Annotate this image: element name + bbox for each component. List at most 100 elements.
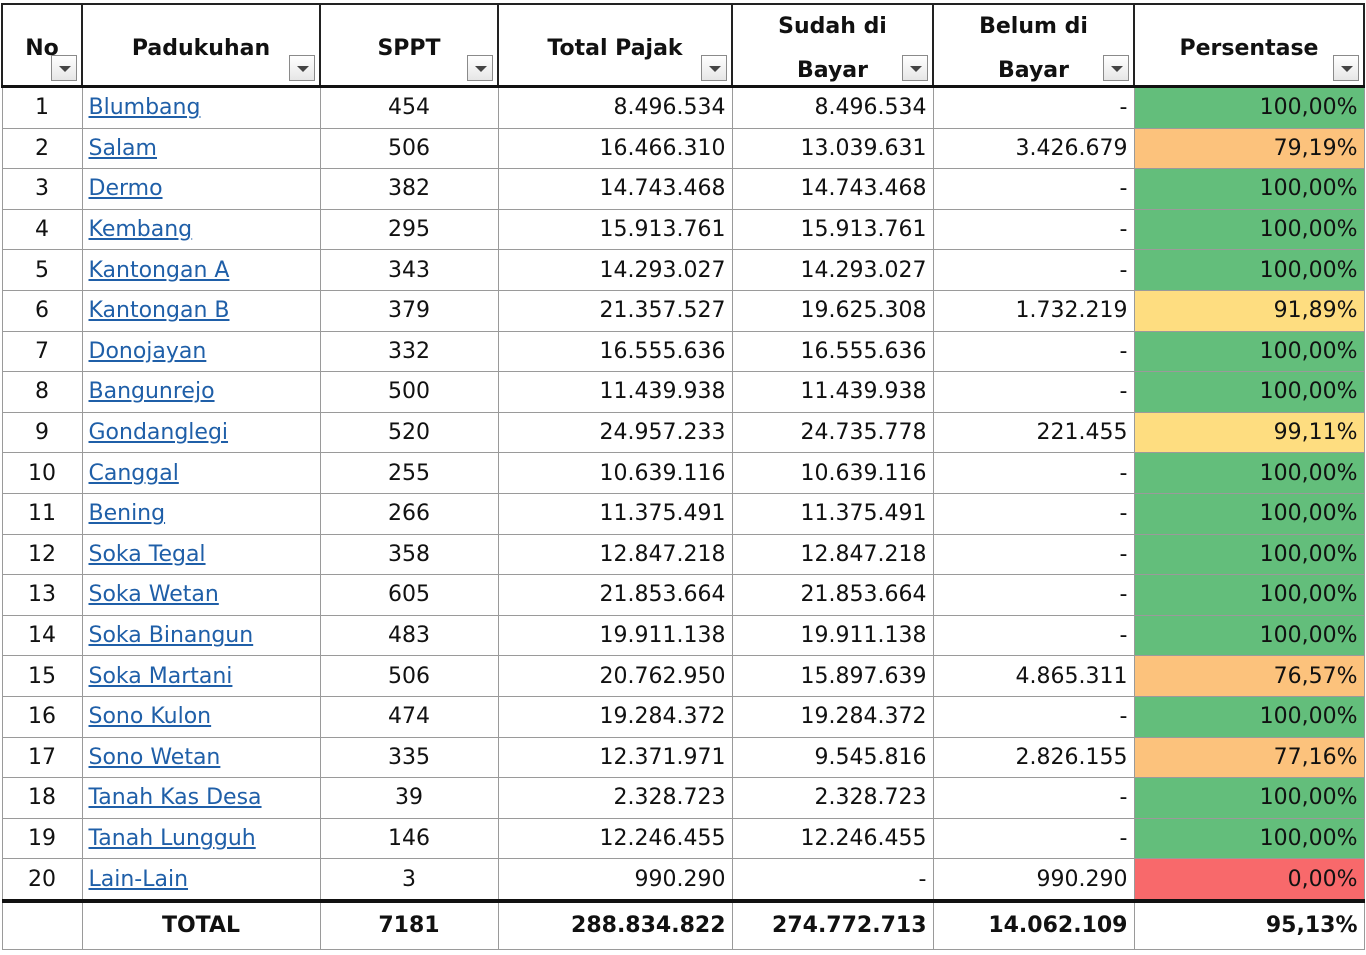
total-pajak-cell: 12.847.218 — [497, 533, 733, 576]
header-sudah-label-1: Sudah di — [778, 14, 887, 39]
row-no: 4 — [1, 208, 83, 251]
padukuhan-link[interactable]: Donojayan — [88, 338, 207, 364]
padukuhan-link[interactable]: Sono Wetan — [88, 744, 221, 770]
total-pajak-cell: 14.293.027 — [497, 249, 733, 291]
table-row: 1 Blumbang 454 8.496.534 8.496.534-100,00% — [1, 86, 1365, 129]
padukuhan-link[interactable]: Soka Binangun — [88, 623, 254, 649]
sudah-bayar-cell: 14.293.027 — [731, 249, 934, 291]
padukuhan-link[interactable]: Kantongan A — [88, 257, 230, 283]
persentase-cell: 100,00% — [1133, 614, 1365, 657]
padukuhan-link[interactable]: Kembang — [88, 217, 193, 243]
padukuhan-link[interactable]: Blumbang — [88, 95, 201, 121]
padukuhan-cell: Donojayan — [81, 330, 321, 373]
persentase-cell: 100,00% — [1133, 574, 1365, 616]
filter-dropdown-icon[interactable] — [1333, 55, 1359, 81]
padukuhan-link[interactable]: Lain-Lain — [88, 866, 189, 892]
row-no: 11 — [1, 492, 83, 535]
padukuhan-link[interactable]: Kantongan B — [88, 298, 230, 324]
persentase-cell: 100,00% — [1133, 452, 1365, 494]
belum-bayar-cell: - — [932, 168, 1135, 210]
total-pajak-cell: 19.911.138 — [497, 614, 733, 657]
row-no: 14 — [1, 614, 83, 657]
persentase-cell: 100,00% — [1133, 86, 1365, 129]
padukuhan-cell: Gondanglegi — [81, 411, 321, 454]
padukuhan-link[interactable]: Gondanglegi — [88, 420, 229, 446]
belum-bayar-cell: - — [932, 614, 1135, 657]
filter-dropdown-icon[interactable] — [51, 55, 77, 81]
header-belum-label-1: Belum di — [979, 14, 1088, 39]
padukuhan-cell: Bangunrejo — [81, 371, 321, 413]
total-pajak-cell: 24.957.233 — [497, 411, 733, 454]
persentase-cell: 100,00% — [1133, 695, 1365, 738]
header-sudah-label-2: Bayar — [797, 58, 868, 83]
total-label: TOTAL — [81, 898, 321, 950]
sppt-cell: 3 — [319, 858, 499, 902]
padukuhan-cell: Sono Wetan — [81, 736, 321, 779]
row-no: 13 — [1, 574, 83, 616]
total-pajak-cell: 14.743.468 — [497, 168, 733, 210]
sppt-cell: 343 — [319, 249, 499, 291]
sppt-cell: 146 — [319, 817, 499, 860]
sudah-bayar-cell: 14.743.468 — [731, 168, 934, 210]
header-belum-label-2: Bayar — [998, 58, 1069, 83]
table-row: 19 Tanah Lungguh 146 12.246.455 12.246.455-1… — [1, 817, 1365, 860]
row-no: 18 — [1, 777, 83, 819]
filter-dropdown-icon[interactable] — [902, 55, 928, 81]
row-no: 9 — [1, 411, 83, 454]
padukuhan-link[interactable]: Tanah Kas Desa — [88, 785, 262, 811]
sudah-bayar-cell: 15.913.761 — [731, 208, 934, 251]
padukuhan-link[interactable]: Bening — [88, 501, 166, 527]
table-row: 15 Soka Martani 506 20.762.950 15.897.639 4.8… — [1, 655, 1365, 697]
sppt-cell: 358 — [319, 533, 499, 576]
persentase-cell: 79,19% — [1133, 127, 1365, 170]
total-sppt: 7181 — [319, 898, 499, 950]
padukuhan-link[interactable]: Soka Wetan — [88, 582, 219, 608]
row-no: 7 — [1, 330, 83, 373]
belum-bayar-cell: 221.455 — [932, 411, 1135, 454]
total-no-cell — [1, 898, 83, 950]
padukuhan-link[interactable]: Tanah Lungguh — [88, 825, 256, 851]
persentase-cell: 100,00% — [1133, 777, 1365, 819]
sudah-bayar-cell: 8.496.534 — [731, 86, 934, 129]
belum-bayar-cell: - — [932, 695, 1135, 738]
row-no: 19 — [1, 817, 83, 860]
table-row: 17 Sono Wetan 335 12.371.971 9.545.816 2.826.… — [1, 736, 1365, 779]
table-row: 10 Canggal 255 10.639.116 10.639.116-100,00% — [1, 452, 1365, 494]
persentase-cell: 100,00% — [1133, 249, 1365, 291]
sudah-bayar-cell: 11.375.491 — [731, 492, 934, 535]
row-no: 3 — [1, 168, 83, 210]
total-pajak-cell: 15.913.761 — [497, 208, 733, 251]
row-no: 8 — [1, 371, 83, 413]
padukuhan-link[interactable]: Soka Tegal — [88, 541, 206, 567]
sppt-cell: 506 — [319, 127, 499, 170]
total-pajak-cell: 16.555.636 — [497, 330, 733, 373]
filter-dropdown-icon[interactable] — [1103, 55, 1129, 81]
table-row: 5 Kantongan A 343 14.293.027 14.293.027-100,… — [1, 249, 1365, 291]
padukuhan-link[interactable]: Sono Kulon — [88, 704, 212, 730]
padukuhan-link[interactable]: Bangunrejo — [88, 379, 215, 405]
table-row: 16 Sono Kulon 474 19.284.372 19.284.372-100,… — [1, 695, 1365, 738]
sppt-cell: 500 — [319, 371, 499, 413]
sudah-bayar-cell: 19.625.308 — [731, 289, 934, 332]
table-row: 9 Gondanglegi 520 24.957.233 24.735.778 221.4… — [1, 411, 1365, 454]
belum-bayar-cell: - — [932, 452, 1135, 494]
header-row: No Padukuhan SPPT Total Pajak Sudah di B… — [1, 3, 1365, 88]
filter-dropdown-icon[interactable] — [701, 55, 727, 81]
filter-dropdown-icon[interactable] — [467, 55, 493, 81]
persentase-cell: 100,00% — [1133, 330, 1365, 373]
row-no: 16 — [1, 695, 83, 738]
sppt-cell: 335 — [319, 736, 499, 779]
padukuhan-link[interactable]: Dermo — [88, 176, 163, 202]
padukuhan-link[interactable]: Canggal — [88, 460, 179, 486]
padukuhan-link[interactable]: Soka Martani — [88, 663, 233, 689]
row-no: 17 — [1, 736, 83, 779]
header-sppt: SPPT — [319, 3, 499, 88]
sppt-cell: 255 — [319, 452, 499, 494]
padukuhan-link[interactable]: Salam — [88, 135, 157, 161]
total-pajak-cell: 990.290 — [497, 858, 733, 902]
total-pajak-cell: 21.853.664 — [497, 574, 733, 616]
filter-dropdown-icon[interactable] — [289, 55, 315, 81]
header-belum-bayar: Belum di Bayar — [932, 3, 1135, 88]
padukuhan-cell: Soka Martani — [81, 655, 321, 697]
header-total-pajak: Total Pajak — [497, 3, 733, 88]
